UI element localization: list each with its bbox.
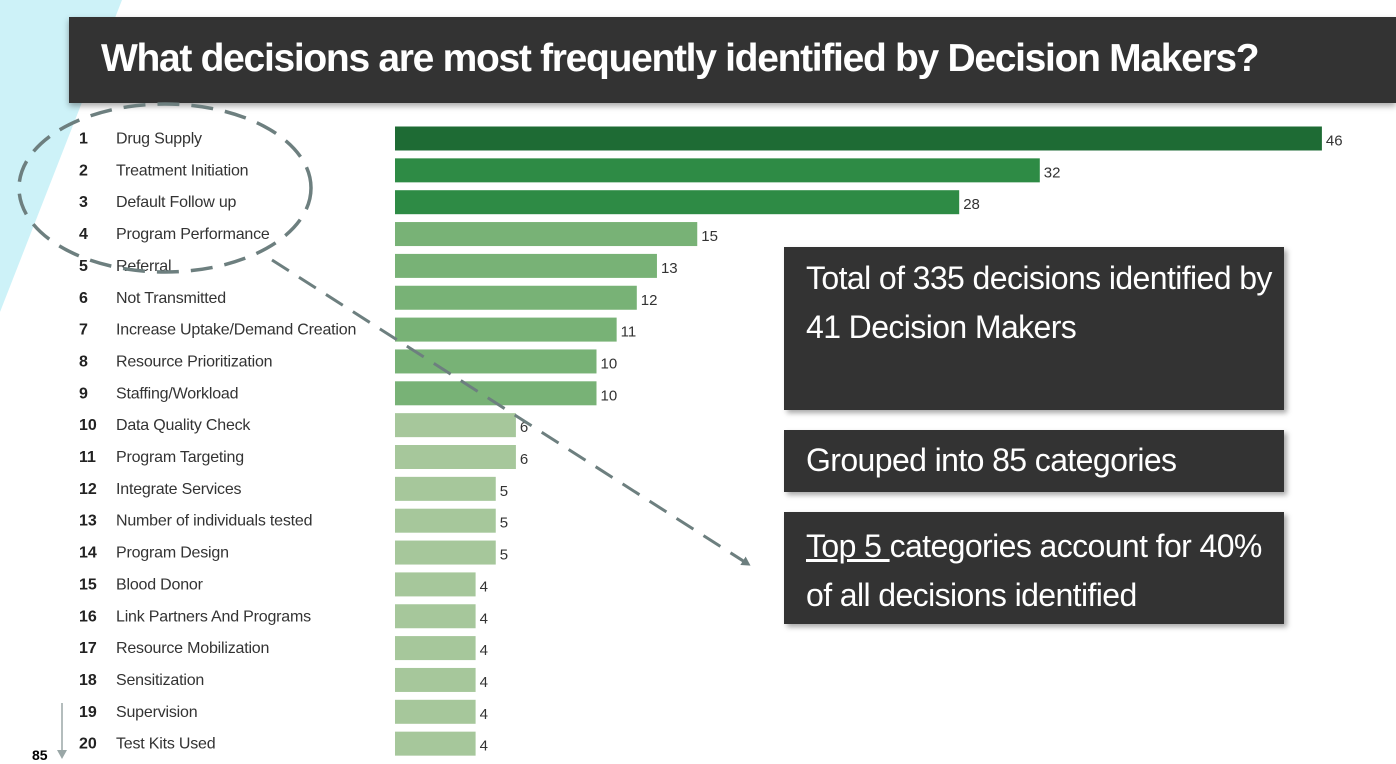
bar — [395, 253, 657, 278]
rank-label: 16 — [79, 608, 97, 625]
category-label: Default Follow up — [116, 194, 237, 211]
category-label: Test Kits Used — [116, 736, 215, 753]
rank-label: 4 — [79, 226, 88, 243]
rank-label: 5 — [79, 258, 88, 275]
rank-label: 9 — [79, 385, 88, 402]
category-label: Integrate Services — [116, 481, 242, 498]
rank-label: 13 — [79, 513, 97, 530]
bar — [395, 190, 960, 215]
down-arrow-icon — [57, 703, 67, 759]
bar — [395, 508, 496, 533]
bar — [395, 540, 496, 565]
bar — [395, 699, 476, 724]
bar — [395, 285, 637, 310]
category-label: Program Performance — [116, 226, 270, 243]
value-label: 28 — [963, 196, 980, 213]
category-label: Resource Mobilization — [116, 640, 269, 657]
rank-label: 12 — [79, 481, 97, 498]
category-label: Not Transmitted — [116, 290, 226, 307]
top5-highlight-ellipse — [17, 102, 313, 274]
category-label: Resource Prioritization — [116, 353, 272, 370]
value-label: 4 — [480, 642, 488, 659]
bar — [395, 126, 1322, 151]
category-label: Number of individuals tested — [116, 513, 312, 530]
value-label: 11 — [621, 324, 637, 341]
rank-label: 2 — [79, 162, 88, 179]
bar — [395, 667, 476, 692]
bar — [395, 604, 476, 629]
rank-label: 17 — [79, 640, 97, 657]
value-label: 4 — [480, 610, 488, 627]
category-label: Program Design — [116, 545, 229, 562]
value-label: 10 — [601, 387, 618, 404]
rank-label: 19 — [79, 704, 97, 721]
top5-rest-text: categories account for 40% of all decisi… — [806, 528, 1262, 613]
category-label: Staffing/Workload — [116, 385, 238, 402]
total-decisions-callout: Total of 335 decisions identified by 41 … — [784, 247, 1284, 410]
rank-label: 11 — [79, 449, 96, 466]
category-label: Increase Uptake/Demand Creation — [116, 322, 356, 339]
category-label: Treatment Initiation — [116, 162, 248, 179]
rank-label: 10 — [79, 417, 97, 434]
categories-text: Grouped into 85 categories — [806, 442, 1177, 478]
bar — [395, 349, 597, 374]
bar — [395, 222, 698, 247]
categories-callout: Grouped into 85 categories — [784, 430, 1284, 492]
bar — [395, 731, 476, 756]
rank-label: 7 — [79, 322, 88, 339]
value-label: 46 — [1326, 133, 1343, 150]
page-title: What decisions are most frequently ident… — [101, 37, 1260, 80]
bar — [395, 636, 476, 661]
value-label: 13 — [661, 260, 678, 277]
rank-label: 6 — [79, 290, 88, 307]
value-label: 6 — [520, 419, 528, 436]
value-label: 6 — [520, 451, 528, 468]
bar — [395, 413, 516, 438]
rank-label: 14 — [79, 545, 97, 562]
value-label: 5 — [500, 547, 508, 564]
top5-callout: Top 5 categories account for 40% of all … — [784, 512, 1284, 624]
rank-label: 20 — [79, 736, 97, 753]
bar — [395, 158, 1040, 183]
rank-label: 3 — [79, 194, 88, 211]
value-label: 5 — [500, 515, 508, 532]
value-label: 4 — [480, 706, 488, 723]
rank-label: 15 — [79, 576, 97, 593]
rank-label: 1 — [79, 131, 88, 148]
value-label: 15 — [701, 228, 718, 245]
category-label: Data Quality Check — [116, 417, 251, 434]
title-bar: What decisions are most frequently ident… — [69, 17, 1396, 103]
value-label: 12 — [641, 292, 658, 309]
category-label: Supervision — [116, 704, 197, 721]
value-label: 10 — [601, 355, 618, 372]
category-label: Sensitization — [116, 672, 204, 689]
category-label: Program Targeting — [116, 449, 244, 466]
bar — [395, 476, 496, 501]
bar — [395, 317, 617, 342]
category-label: Drug Supply — [116, 131, 202, 148]
category-label: Link Partners And Programs — [116, 608, 311, 625]
category-label: Blood Donor — [116, 576, 204, 593]
page-number: 85 — [32, 747, 48, 763]
value-label: 32 — [1044, 164, 1061, 181]
bar — [395, 572, 476, 597]
rank-label: 8 — [79, 353, 88, 370]
value-label: 5 — [500, 483, 508, 500]
value-label: 4 — [480, 738, 488, 755]
top5-underlined-text: Top 5 — [806, 528, 890, 564]
total-decisions-text: Total of 335 decisions identified by 41 … — [806, 260, 1272, 345]
value-label: 4 — [480, 578, 488, 595]
rank-label: 18 — [79, 672, 97, 689]
value-label: 4 — [480, 674, 488, 691]
bar — [395, 445, 516, 469]
